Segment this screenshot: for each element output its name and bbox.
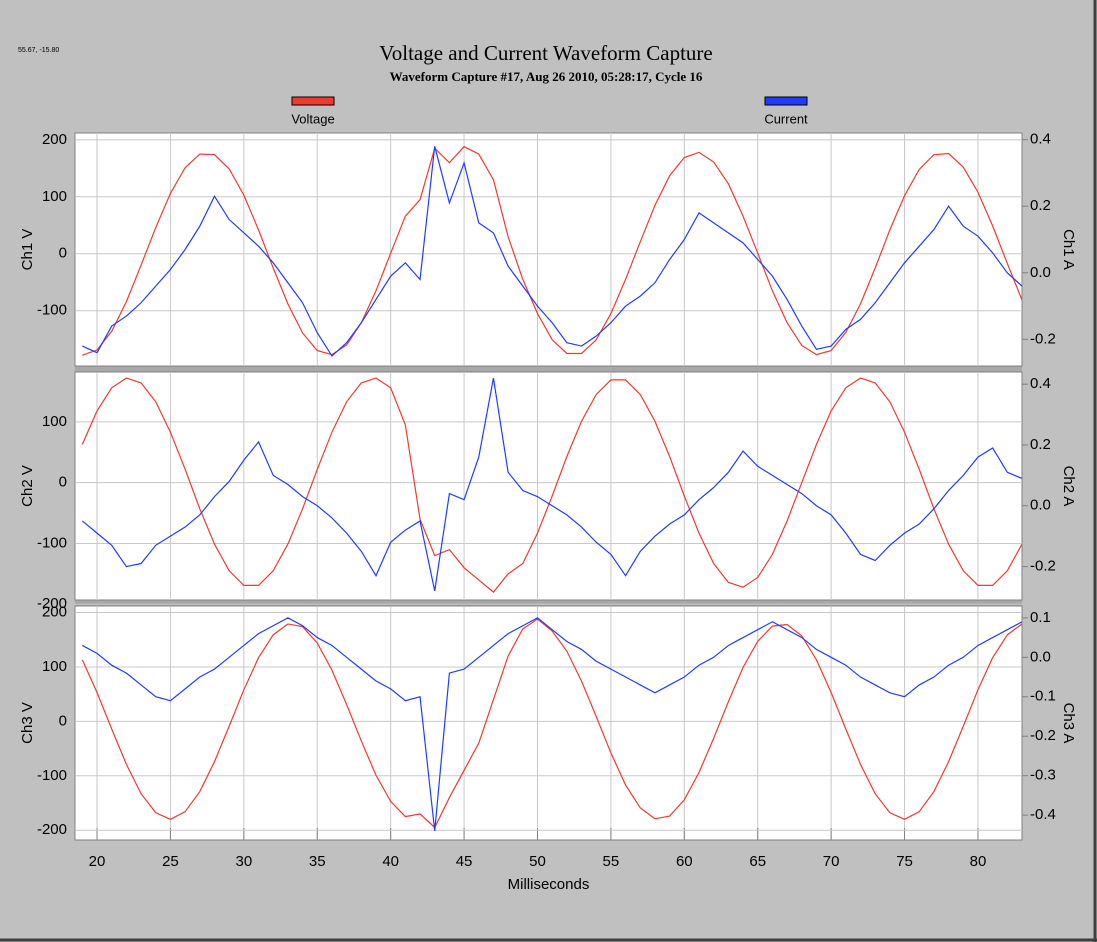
series-line xyxy=(82,145,1022,356)
x-tick-label: 25 xyxy=(162,853,179,870)
y2-tick-label: 0.4 xyxy=(1030,131,1051,148)
y2-tick-label: 0.0 xyxy=(1030,648,1051,665)
chart-title: Voltage and Current Waveform Capture xyxy=(379,41,712,65)
y2-tick-label: 0.4 xyxy=(1030,375,1051,392)
y2-axis-title: Ch2 A xyxy=(1060,466,1077,507)
x-tick-label: 55 xyxy=(603,853,620,870)
y-tick-label: -100 xyxy=(37,302,67,319)
y-tick-label: 100 xyxy=(42,658,67,675)
y2-tick-label: 0.2 xyxy=(1030,197,1051,214)
series-line xyxy=(82,617,1022,831)
x-tick-label: 75 xyxy=(896,853,913,870)
panel-separator xyxy=(75,366,1022,372)
y-tick-label: 0 xyxy=(59,712,67,729)
y2-tick-label: -0.2 xyxy=(1030,330,1056,347)
x-tick-label: 20 xyxy=(89,853,106,870)
y-tick-label: 0 xyxy=(59,474,67,491)
y-tick-label: -200 xyxy=(37,595,67,612)
x-tick-label: 30 xyxy=(236,853,253,870)
plot-area xyxy=(74,605,1023,841)
series-line xyxy=(81,377,1022,592)
legend-swatch xyxy=(764,96,808,106)
y2-tick-label: -0.1 xyxy=(1030,688,1056,705)
y-tick-label: 100 xyxy=(42,188,67,205)
plot-area xyxy=(74,371,1023,601)
y-axis-title: Ch3 V xyxy=(19,702,36,744)
y-tick-label: 100 xyxy=(42,413,67,430)
x-tick-label: 50 xyxy=(529,853,546,870)
chart-subtitle: Waveform Capture #17, Aug 26 2010, 05:28… xyxy=(390,69,703,84)
y2-axis-title: Ch3 A xyxy=(1060,703,1077,744)
legend-label: Voltage xyxy=(291,111,334,126)
plot-area xyxy=(74,132,1023,367)
y2-tick-label: 0.2 xyxy=(1030,436,1051,453)
y-tick-label: 200 xyxy=(42,131,67,148)
x-axis-title: Milliseconds xyxy=(508,876,590,893)
y2-tick-label: -0.4 xyxy=(1030,806,1056,823)
series-line xyxy=(82,146,1022,357)
legend-swatch xyxy=(291,96,335,106)
legend-label: Current xyxy=(764,111,808,126)
x-tick-label: 70 xyxy=(823,853,840,870)
x-tick-label: 45 xyxy=(456,853,473,870)
x-tick-label: 40 xyxy=(382,853,399,870)
y-tick-label: -100 xyxy=(37,767,67,784)
y-tick-label: -100 xyxy=(37,534,67,551)
y-axis-title: Ch1 V xyxy=(19,229,36,271)
y2-tick-label: 0.0 xyxy=(1030,264,1051,281)
y-axis-title: Ch2 V xyxy=(19,465,36,507)
y2-axis-title: Ch1 A xyxy=(1060,229,1077,270)
series-line xyxy=(81,377,1022,593)
y-tick-label: 0 xyxy=(59,245,67,262)
x-tick-label: 60 xyxy=(676,853,693,870)
x-tick-label: 65 xyxy=(749,853,766,870)
series-line xyxy=(81,618,1022,829)
y2-tick-label: -0.2 xyxy=(1030,727,1056,744)
y2-tick-label: -0.3 xyxy=(1030,767,1056,784)
y-tick-label: 200 xyxy=(42,603,67,620)
y2-tick-label: -0.2 xyxy=(1030,558,1056,575)
y2-tick-label: 0.1 xyxy=(1030,609,1051,626)
cursor-readout: 55.67, -15.80 xyxy=(18,47,59,54)
y-tick-label: -200 xyxy=(37,821,67,838)
panel-separator xyxy=(75,600,1022,606)
x-tick-label: 35 xyxy=(309,853,326,870)
x-tick-label: 80 xyxy=(970,853,987,870)
y2-tick-label: 0.0 xyxy=(1030,497,1051,514)
